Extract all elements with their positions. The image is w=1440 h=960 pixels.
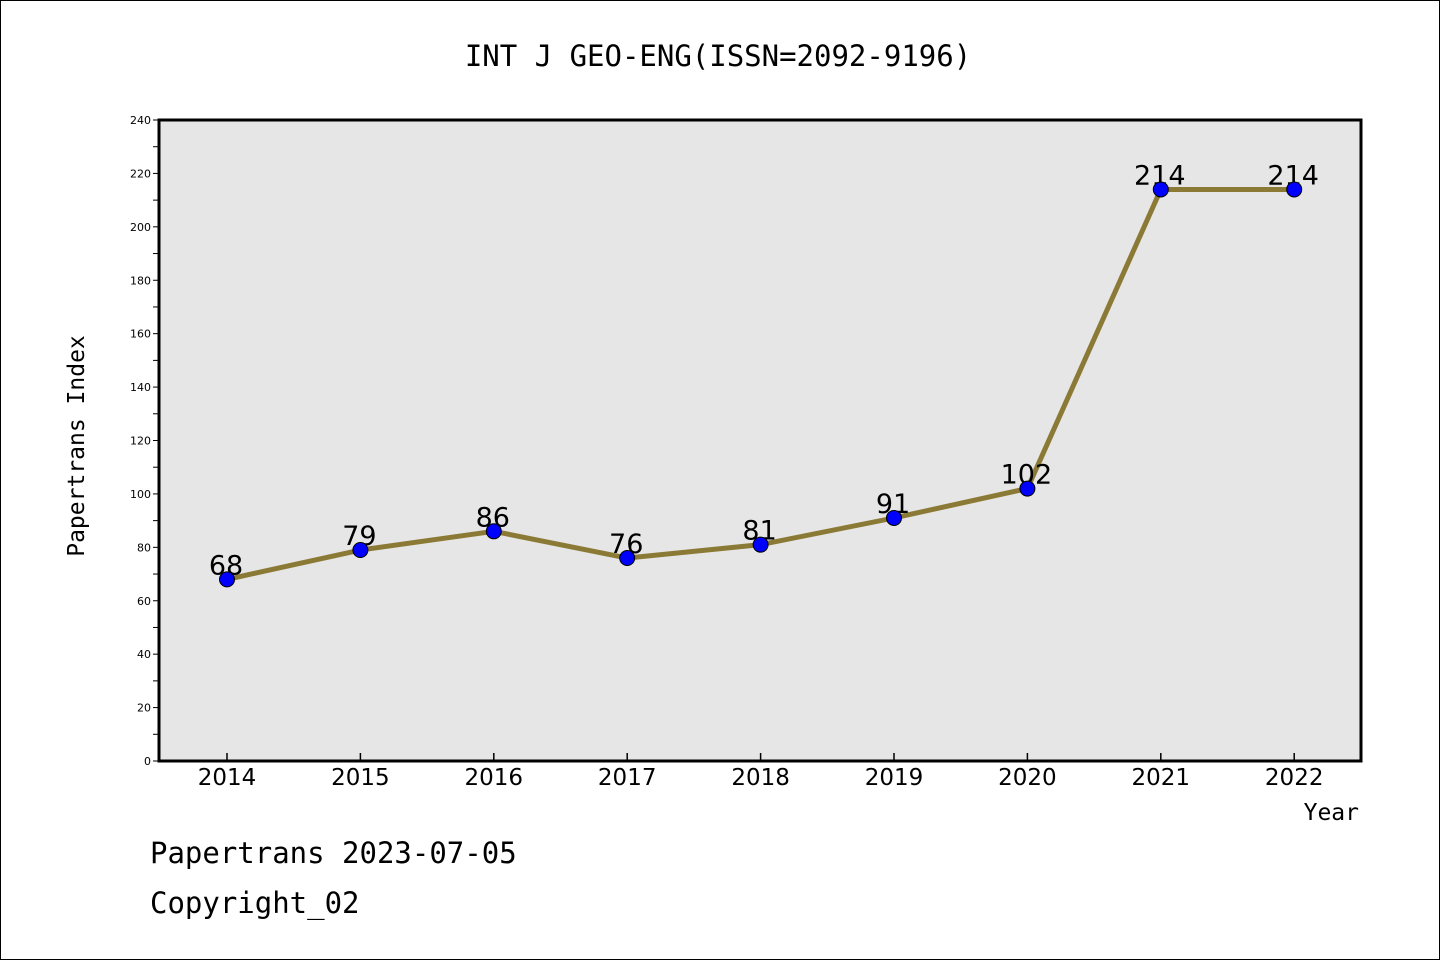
footer-copyright: Copyright_02	[150, 886, 360, 920]
y-tick-label: 20	[137, 702, 151, 715]
data-point	[886, 509, 902, 526]
data-point	[1286, 181, 1303, 198]
y-tick-label: 100	[130, 488, 151, 501]
x-axis: 2014 2015 2016 2017 2018 2019 2020 2021 2022	[198, 753, 1324, 791]
data-point	[1152, 181, 1169, 198]
x-tick-label: 2019	[865, 765, 924, 791]
y-tick-label: 240	[130, 114, 151, 127]
data-point	[1019, 480, 1036, 497]
x-axis-label: Year	[1304, 800, 1359, 826]
data-point	[219, 571, 235, 588]
y-tick-label: 40	[137, 648, 151, 661]
data-point	[352, 542, 369, 559]
y-tick-label: 220	[130, 167, 151, 180]
x-tick-label: 2017	[598, 765, 657, 791]
x-tick-label: 2022	[1265, 765, 1324, 791]
x-tick-label: 2016	[465, 765, 524, 791]
y-axis: 0 20 40 60 80 100 120 140 160 180 200 220 240	[130, 114, 159, 768]
y-tick-label: 120	[130, 435, 151, 448]
y-tick-label: 140	[130, 381, 151, 394]
x-tick-label: 2018	[731, 765, 790, 791]
chart-title: INT J GEO-ENG(ISSN=2092-9196)	[465, 39, 971, 73]
y-tick-label: 0	[144, 755, 151, 768]
y-tick-label: 60	[137, 595, 151, 608]
plot-area	[157, 118, 1363, 763]
x-tick-label: 2014	[198, 765, 257, 791]
y-tick-label: 200	[130, 221, 151, 234]
x-tick-label: 2015	[331, 765, 390, 791]
y-tick-label: 160	[130, 328, 151, 341]
x-tick-label: 2020	[998, 765, 1057, 791]
y-axis-label: Papertrans Index	[64, 335, 90, 557]
y-tick-label: 80	[137, 541, 151, 554]
footer-date: Papertrans 2023-07-05	[150, 836, 517, 870]
data-point	[752, 536, 769, 553]
y-tick-label: 180	[130, 274, 151, 287]
data-point	[485, 523, 502, 540]
x-tick-label: 2021	[1132, 765, 1191, 791]
data-point	[619, 550, 636, 567]
